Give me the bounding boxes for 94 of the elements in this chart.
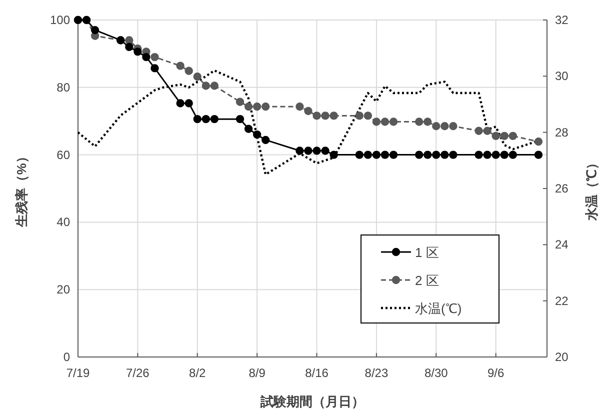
point (321, 112, 330, 120)
point (492, 132, 500, 140)
x-axis-title: 試験期間（月日） (260, 394, 364, 409)
y2-tick-label: 20 (555, 350, 569, 364)
legend-label: 水温(℃) (415, 301, 462, 316)
point (125, 36, 134, 44)
y-tick-label: 20 (56, 282, 70, 297)
x-tick-label: 8/2 (189, 366, 206, 380)
point (244, 102, 253, 111)
point (210, 82, 219, 90)
point (483, 126, 492, 135)
point (304, 106, 312, 116)
legend-label: 1 区 (415, 245, 439, 260)
y-tick-label: 80 (56, 80, 70, 94)
y2-tick-label: 28 (555, 125, 569, 140)
point (210, 114, 219, 124)
point (372, 150, 381, 159)
y2-tick-label: 26 (555, 182, 569, 196)
point (449, 150, 458, 159)
point (184, 66, 193, 75)
point (534, 138, 543, 146)
point (432, 150, 440, 159)
y2-tick-label: 32 (555, 13, 569, 27)
y2-axis-title: 水温（℃） (584, 156, 599, 222)
point (440, 150, 449, 159)
point (534, 150, 543, 159)
point (432, 122, 440, 130)
y-axis-title: 生残率（%） (14, 150, 29, 228)
y2-tick-label: 22 (555, 294, 569, 308)
point (142, 52, 150, 62)
x-tick-label: 8/16 (305, 366, 329, 380)
point (474, 126, 483, 135)
point (184, 99, 193, 108)
point (262, 102, 270, 111)
point (330, 112, 338, 120)
y2-tick-label: 30 (555, 69, 569, 84)
y-tick-label: 60 (56, 148, 70, 162)
point (508, 150, 517, 159)
point (414, 118, 424, 126)
point (389, 150, 398, 159)
point (500, 150, 508, 159)
point (474, 150, 483, 159)
point (296, 146, 304, 155)
point (176, 62, 184, 70)
point (355, 112, 364, 120)
point (150, 52, 159, 62)
point (372, 118, 381, 126)
point (244, 124, 253, 133)
point (252, 102, 262, 111)
point (150, 64, 159, 72)
point (492, 150, 500, 159)
point (202, 82, 210, 90)
point (508, 132, 517, 140)
x-tick-label: 8/23 (364, 366, 388, 380)
point (380, 118, 390, 126)
point (380, 150, 390, 159)
y2-tick-label: 24 (555, 238, 569, 252)
point (193, 114, 202, 124)
point (364, 150, 372, 159)
point (440, 122, 449, 130)
x-tick-label: 7/26 (126, 366, 150, 380)
y-tick-label: 100 (50, 13, 70, 27)
point (312, 146, 321, 155)
legend-label: 2 区 (415, 273, 439, 288)
point (312, 112, 321, 120)
x-tick-label: 8/30 (424, 366, 448, 380)
point (236, 114, 244, 124)
point (262, 136, 270, 144)
point (134, 48, 142, 56)
point (321, 146, 330, 155)
point (414, 150, 424, 159)
y-tick-label: 40 (56, 215, 70, 230)
y-tick-label: 0 (63, 350, 70, 364)
point (364, 112, 372, 120)
point (355, 150, 364, 159)
point (236, 98, 244, 106)
point (296, 102, 304, 111)
point (449, 122, 458, 130)
point (304, 146, 312, 155)
point (330, 150, 338, 159)
point (389, 118, 398, 126)
x-tick-label: 9/6 (487, 366, 504, 380)
point (202, 114, 210, 124)
point (90, 26, 100, 34)
x-tick-label: 8/9 (248, 366, 266, 380)
point (125, 42, 134, 52)
point (483, 150, 492, 159)
x-tick-label: 7/19 (66, 366, 90, 380)
point (252, 130, 262, 139)
point (176, 99, 184, 108)
point (500, 132, 508, 140)
point (424, 118, 432, 126)
point (193, 72, 202, 81)
point (424, 150, 432, 159)
